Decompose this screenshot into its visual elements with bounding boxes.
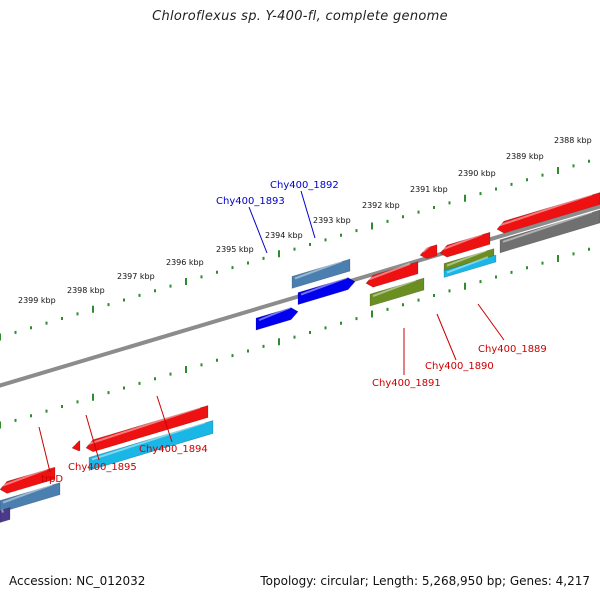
gene-chy400-1893-highlight bbox=[258, 306, 291, 322]
ruler-label: 2392 kbp bbox=[362, 201, 400, 210]
gene-chy400-1890 bbox=[439, 231, 491, 258]
gene-chy400-1894-highlight bbox=[91, 421, 206, 461]
gene-grey-right bbox=[499, 209, 600, 254]
ruler-label: 2398 kbp bbox=[67, 286, 105, 295]
label-chy400-1889: Chy400_1889 bbox=[478, 344, 547, 355]
label-chy400-1891: Chy400_1891 bbox=[372, 378, 441, 389]
leader-chy400-1889 bbox=[477, 303, 505, 341]
ruler-label: 2388 kbp bbox=[554, 136, 592, 145]
label-chy400-1890: Chy400_1890 bbox=[425, 361, 494, 372]
leader-chy400-1892 bbox=[300, 190, 316, 239]
gene-chy400-1889-highlight bbox=[446, 256, 489, 274]
leader-chy400-1893 bbox=[248, 206, 268, 254]
gene-chy400-1891-highlight bbox=[372, 279, 417, 298]
label-chy400-1895: Chy400_1895 bbox=[68, 462, 137, 473]
gene-chy400-1891 bbox=[369, 277, 425, 307]
gene-left-edge-highlight bbox=[1, 509, 4, 513]
gene-trpD bbox=[0, 466, 56, 494]
gene-chy400-1895 bbox=[85, 405, 209, 453]
gene-trpD-highlight bbox=[2, 468, 48, 487]
inner-ruler bbox=[0, 247, 590, 429]
label-leaders bbox=[38, 190, 505, 473]
gene-small-highlight bbox=[71, 441, 76, 446]
gene-features bbox=[0, 192, 600, 523]
leader-chy400-1890 bbox=[436, 313, 457, 361]
gene-chy400-1891a-highlight bbox=[368, 262, 411, 281]
ruler-label: 2391 kbp bbox=[410, 185, 448, 194]
gene-chy400-1890-highlight bbox=[442, 233, 483, 251]
ruler-label: 2389 kbp bbox=[506, 152, 544, 161]
label-chy400-1894: Chy400_1894 bbox=[139, 444, 208, 455]
gene-grey-right-highlight bbox=[502, 211, 593, 243]
gene-chy400-1889 bbox=[443, 254, 497, 278]
gene-red-right bbox=[496, 192, 600, 234]
gene-small bbox=[71, 440, 81, 452]
gene-chy400-1892b-highlight bbox=[300, 276, 348, 296]
gene-chy400-1889a-highlight bbox=[446, 249, 487, 267]
gene-labels: Chy400_1892 Chy400_1893 Chy400_1889 Chy400_… bbox=[41, 180, 547, 485]
gene-chy400-1891a bbox=[365, 261, 419, 288]
genome-summary-text: Topology: circular; Length: 5,268,950 bp… bbox=[260, 574, 590, 588]
ruler-label: 2395 kbp bbox=[216, 245, 254, 254]
map-title: Chloroflexus sp. Y-400-fl, complete geno… bbox=[152, 9, 448, 24]
gene-chy400-1890a-highlight bbox=[422, 245, 430, 253]
label-chy400-1893: Chy400_1893 bbox=[216, 196, 285, 207]
ruler-label: 2399 kbp bbox=[18, 296, 56, 305]
ruler-label: 2394 kbp bbox=[265, 231, 303, 240]
ruler-label: 2393 kbp bbox=[313, 216, 351, 225]
gene-chy400-1895-highlight bbox=[88, 406, 201, 445]
label-trpD: trpD bbox=[41, 474, 63, 485]
gene-trpD-2-highlight bbox=[2, 483, 53, 504]
outer-ruler: 2388 kbp 2389 kbp 2390 kbp 2391 kbp 2392 kbp… bbox=[0, 136, 592, 341]
gene-chy400-1893 bbox=[255, 307, 299, 331]
ruler-label: 2397 kbp bbox=[117, 272, 155, 281]
leader-chy400-1894 bbox=[156, 395, 173, 443]
accession-text: Accession: NC_012032 bbox=[9, 574, 146, 588]
gene-chy400-1892 bbox=[291, 258, 351, 289]
ruler-label: 2390 kbp bbox=[458, 169, 496, 178]
gene-chy400-1892b bbox=[297, 277, 356, 305]
gene-chy400-1890a bbox=[419, 244, 438, 259]
gene-chy400-1892-highlight bbox=[294, 260, 343, 280]
gene-red-right-highlight bbox=[499, 193, 593, 227]
gene-left-edge bbox=[0, 507, 11, 523]
ruler-label: 2396 kbp bbox=[166, 258, 204, 267]
gene-chy400-1894 bbox=[88, 420, 214, 471]
leader-chy400-1895 bbox=[85, 414, 100, 461]
label-chy400-1892: Chy400_1892 bbox=[270, 180, 339, 191]
leader-trpD bbox=[38, 426, 51, 473]
gene-trpD-2 bbox=[0, 482, 61, 513]
